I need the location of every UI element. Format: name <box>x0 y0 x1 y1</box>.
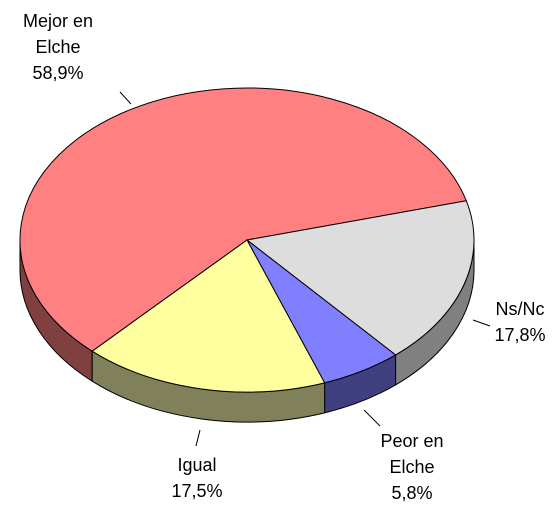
category-label: Peor en Elche <box>380 431 444 477</box>
slice-label: Ns/Nc 17,8% <box>475 296 557 348</box>
value-label: 58,9% <box>32 63 84 83</box>
leader-line <box>119 91 132 105</box>
slice-label: Igual 17,5% <box>152 452 242 504</box>
slice <box>91 239 326 393</box>
value-label: 17,8% <box>494 325 546 345</box>
category-label: Mejor en Elche <box>22 11 94 57</box>
slice-label: Mejor en Elche 58,9% <box>8 8 108 86</box>
slice-label: Peor en Elche 5,8% <box>367 428 457 506</box>
pie-tops <box>19 87 475 393</box>
category-label: Ns/Nc <box>495 299 545 319</box>
leader-line <box>363 409 381 427</box>
leader-line <box>472 319 491 327</box>
slice <box>19 87 467 352</box>
leader-line <box>195 429 201 447</box>
category-label: Igual <box>177 455 217 475</box>
value-label: 17,5% <box>171 481 223 501</box>
slice <box>245 200 475 356</box>
leader-lines <box>119 91 491 447</box>
value-label: 5,8% <box>391 483 433 503</box>
